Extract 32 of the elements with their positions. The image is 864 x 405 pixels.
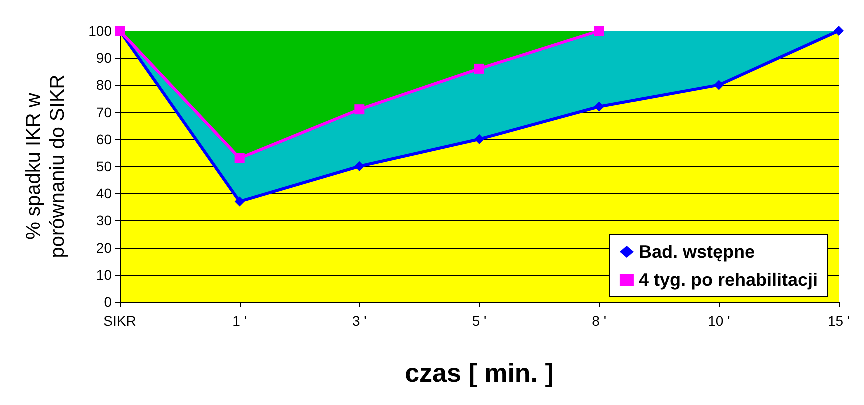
y-tick-label: 70 [96, 104, 112, 120]
point [714, 80, 724, 90]
y-tick-label: 80 [96, 77, 112, 94]
legend-label: 4 tyg. po rehabilitacji [638, 270, 818, 290]
y-tick-label: 60 [96, 131, 112, 148]
y-tick-label: 100 [88, 23, 112, 39]
point [474, 134, 484, 144]
x-tick-label: 1 ' [232, 313, 248, 329]
point [474, 64, 484, 74]
legend-label: Bad. wstępne [638, 242, 755, 262]
y-tick-label: 20 [96, 240, 112, 256]
y-tick-label: 10 [96, 266, 112, 283]
x-axis-title: czas [ min. ] [405, 358, 554, 388]
y-tick-label: 90 [96, 50, 112, 66]
x-tick-label: 3 ' [352, 313, 367, 329]
x-tick-label: 10 ' [708, 313, 730, 329]
y-tick-label: 0 [104, 294, 112, 310]
y-axis-title: % spadku IKR w porównaniu do SIKR [23, 74, 69, 258]
point [354, 162, 365, 172]
y-tick-label: 50 [96, 158, 112, 174]
x-tick-label: SIKR [104, 313, 136, 329]
point [834, 26, 844, 36]
y-tick-label: 30 [96, 212, 112, 229]
x-tick-label: 5 ' [472, 313, 487, 329]
x-tick-label: 15 ' [828, 313, 850, 329]
y-tick-label: 40 [96, 186, 112, 202]
point [354, 104, 365, 115]
point [594, 26, 604, 36]
point [594, 102, 604, 112]
point [234, 153, 245, 164]
x-tick-label: 8 ' [592, 313, 607, 329]
point [234, 196, 245, 207]
